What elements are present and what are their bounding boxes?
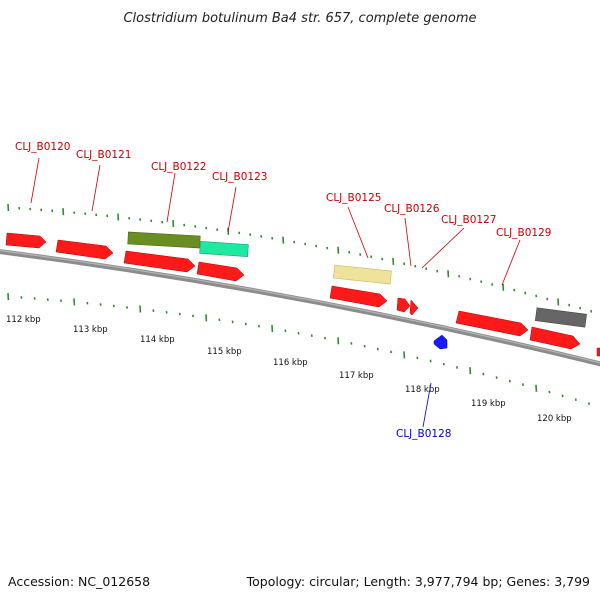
gene-label[interactable]: CLJ_B0125 — [326, 192, 381, 204]
genome-summary-text: Topology: circular; Length: 3,977,794 bp… — [246, 574, 590, 589]
accession-text: Accession: NC_012658 — [8, 574, 150, 589]
gene-labels: CLJ_B0120 CLJ_B0121 CLJ_B0122 CLJ_B0123 … — [15, 141, 551, 440]
leader-line — [404, 217, 412, 267]
leader-line — [30, 157, 40, 204]
gene-label[interactable]: CLJ_B0121 — [76, 149, 131, 161]
cds-arrow[interactable] — [596, 347, 600, 357]
reverse-cds-marker[interactable] — [433, 334, 448, 350]
leader-line — [347, 206, 369, 259]
map-title: Clostridium botulinum Ba4 str. 657, comp… — [123, 11, 476, 26]
cds-arrow[interactable] — [396, 297, 411, 313]
scale-label: 114 kbp — [140, 335, 175, 345]
cds-arrow[interactable] — [196, 261, 245, 282]
feature-khaki-bar[interactable] — [333, 264, 392, 285]
scale-label: 120 kbp — [537, 414, 572, 424]
scale-label: 118 kbp — [405, 385, 440, 395]
scale-label: 113 kbp — [73, 325, 108, 335]
cds-arrow[interactable] — [123, 250, 196, 273]
gene-label[interactable]: CLJ_B0122 — [151, 161, 206, 173]
feature-gray-bar[interactable] — [534, 307, 587, 328]
cds-arrow[interactable] — [455, 310, 529, 337]
tick-track-upper — [7, 203, 593, 313]
leader-line — [91, 164, 101, 212]
cds-arrows — [5, 232, 600, 357]
scale-label: 112 kbp — [6, 315, 41, 325]
gene-label[interactable]: CLJ_B0129 — [496, 227, 551, 239]
feature-olive-bar[interactable] — [127, 231, 201, 249]
scale-label: 116 kbp — [273, 358, 308, 368]
gene-label[interactable]: CLJ_B0123 — [212, 171, 267, 183]
genome-backbone — [0, 249, 600, 367]
gene-label[interactable]: CLJ_B0128 — [396, 428, 451, 440]
scale-label: 119 kbp — [471, 399, 506, 409]
scale-label: 115 kbp — [207, 347, 242, 357]
feature-cyan-bar[interactable] — [199, 241, 249, 257]
tick-track-lower — [7, 292, 590, 405]
label-leaders — [30, 157, 521, 428]
leader-line — [227, 186, 237, 233]
leader-line — [501, 239, 521, 286]
feature-track-upper — [127, 231, 587, 328]
gene-label[interactable]: CLJ_B0127 — [441, 214, 496, 226]
cds-arrow[interactable] — [329, 285, 388, 308]
gene-label[interactable]: CLJ_B0120 — [15, 141, 70, 153]
cds-arrow[interactable] — [55, 239, 114, 260]
leader-line — [421, 227, 465, 269]
leader-line — [166, 172, 176, 223]
gene-label[interactable]: CLJ_B0126 — [384, 203, 440, 215]
genome-backbone-highlight — [0, 250, 600, 364]
cds-arrow[interactable] — [5, 232, 47, 249]
cds-arrow[interactable] — [529, 326, 581, 350]
scale-label: 117 kbp — [339, 371, 374, 381]
leader-line-bottom — [422, 382, 432, 428]
cds-arrow[interactable] — [409, 299, 419, 316]
scale-labels: 112 kbp 113 kbp 114 kbp 115 kbp 116 kbp … — [6, 315, 572, 424]
